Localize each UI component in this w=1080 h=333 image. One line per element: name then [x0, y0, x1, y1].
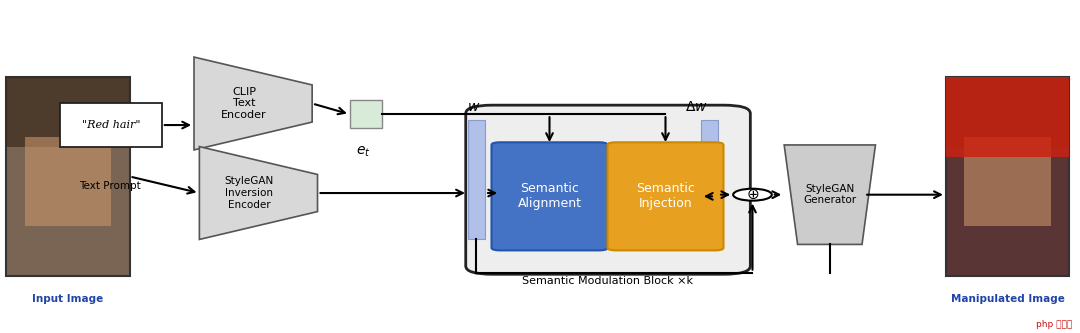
Text: $\Delta w$: $\Delta w$	[685, 100, 708, 114]
Text: Semantic Modulation Block ×k: Semantic Modulation Block ×k	[522, 276, 693, 286]
Text: StyleGAN
Generator: StyleGAN Generator	[804, 184, 856, 205]
Polygon shape	[784, 145, 876, 244]
Text: CLIP
Text
Encoder: CLIP Text Encoder	[221, 87, 267, 120]
Text: Input Image: Input Image	[32, 294, 104, 304]
Text: php 中文网: php 中文网	[1037, 320, 1072, 329]
Text: $e_t$: $e_t$	[356, 145, 372, 159]
FancyBboxPatch shape	[607, 142, 724, 250]
FancyBboxPatch shape	[491, 142, 607, 250]
Circle shape	[733, 189, 772, 201]
Bar	[350, 100, 382, 128]
Bar	[946, 77, 1069, 276]
Bar	[468, 120, 485, 239]
Text: "Red hair": "Red hair"	[81, 120, 140, 130]
Polygon shape	[194, 57, 312, 150]
Bar	[946, 77, 1069, 147]
Text: Semantic
Injection: Semantic Injection	[636, 182, 694, 210]
Polygon shape	[200, 147, 318, 239]
Text: Text Prompt: Text Prompt	[79, 181, 141, 191]
Bar	[964, 137, 1051, 226]
FancyBboxPatch shape	[465, 105, 751, 274]
Text: $w$: $w$	[467, 100, 480, 114]
Bar	[59, 104, 162, 147]
Text: ⊕: ⊕	[746, 187, 759, 202]
Bar	[946, 77, 1069, 157]
Text: StyleGAN
Inversion
Encoder: StyleGAN Inversion Encoder	[225, 176, 274, 210]
Bar	[25, 137, 111, 226]
Bar	[701, 120, 718, 239]
Bar	[6, 77, 130, 276]
Text: Manipulated Image: Manipulated Image	[950, 294, 1065, 304]
Bar	[6, 77, 130, 147]
Text: Semantic
Alignment: Semantic Alignment	[517, 182, 581, 210]
